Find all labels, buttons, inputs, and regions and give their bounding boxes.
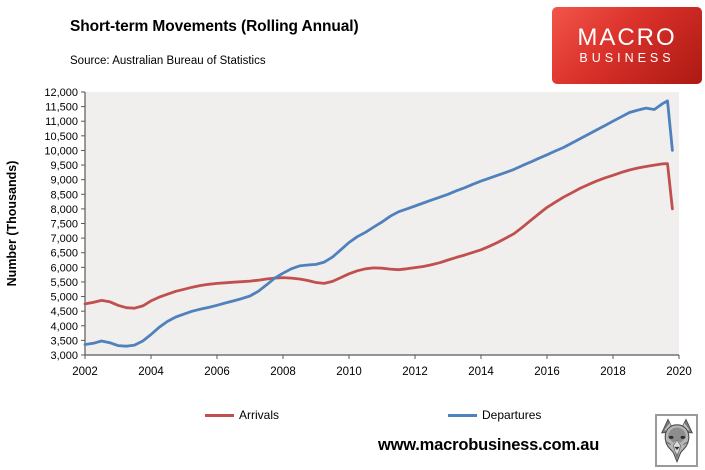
chart-source-note: Source: Australian Bureau of Statistics bbox=[70, 55, 266, 67]
y-tick-label: 11,000 bbox=[45, 116, 78, 128]
x-tick-label: 2014 bbox=[468, 366, 494, 378]
y-tick-label: 12,000 bbox=[44, 87, 78, 99]
x-tick-label: 2016 bbox=[534, 366, 560, 378]
y-tick-label: 5,000 bbox=[50, 292, 78, 304]
legend-item-departures: Departures bbox=[448, 408, 541, 422]
website-url: www.macrobusiness.com.au bbox=[378, 436, 600, 454]
logo-text-macro: MACRO bbox=[577, 24, 677, 51]
y-tick-label: 5,500 bbox=[50, 277, 78, 289]
y-tick-label: 4,000 bbox=[50, 321, 78, 333]
x-tick-label: 2006 bbox=[204, 366, 230, 378]
series-line-departures bbox=[83, 99, 674, 348]
chart-title: Short-term Movements (Rolling Annual) bbox=[70, 18, 359, 35]
wolf-logo bbox=[655, 414, 698, 467]
y-tick-label: 7,000 bbox=[50, 233, 78, 245]
arrivals-line-swatch bbox=[205, 413, 234, 417]
departures-line-swatch bbox=[448, 413, 477, 417]
x-tick-label: 2012 bbox=[402, 366, 428, 378]
series-line-arrivals bbox=[83, 162, 674, 310]
y-tick-label: 9,500 bbox=[50, 160, 78, 172]
wolf-icon bbox=[660, 417, 693, 463]
y-tick-label: 6,500 bbox=[50, 248, 78, 260]
x-tick-label: 2004 bbox=[138, 366, 164, 378]
y-tick-label: 11,500 bbox=[45, 102, 78, 114]
y-tick-label: 3,500 bbox=[50, 335, 78, 347]
y-axis-title: Number (Thousands) bbox=[5, 161, 19, 287]
logo-text-business: BUSINESS bbox=[579, 51, 675, 65]
x-tick-label: 2002 bbox=[72, 366, 98, 378]
y-tick-label: 6,000 bbox=[50, 262, 78, 274]
y-tick-label: 10,500 bbox=[44, 131, 78, 143]
y-tick-label: 10,000 bbox=[44, 145, 78, 157]
y-tick-label: 4,500 bbox=[50, 306, 78, 318]
y-tick-label: 3,000 bbox=[50, 350, 78, 362]
legend-label-arrivals: Arrivals bbox=[239, 408, 280, 422]
x-tick-label: 2018 bbox=[600, 366, 626, 378]
y-tick-label: 8,500 bbox=[50, 189, 78, 201]
y-tick-label: 9,000 bbox=[50, 175, 78, 187]
legend-item-arrivals: Arrivals bbox=[205, 408, 279, 422]
legend-label-departures: Departures bbox=[482, 408, 542, 422]
macrobusiness-logo: MACRO BUSINESS bbox=[552, 7, 702, 84]
x-tick-label: 2010 bbox=[336, 366, 362, 378]
y-tick-label: 8,000 bbox=[50, 204, 78, 216]
x-tick-label: 2008 bbox=[270, 366, 296, 378]
y-tick-label: 7,500 bbox=[50, 219, 78, 231]
x-tick-label: 2020 bbox=[666, 366, 692, 378]
line-chart: 12,000 11,500 11,000 10,500 10,000 9,500 9,000… bbox=[5, 87, 692, 378]
